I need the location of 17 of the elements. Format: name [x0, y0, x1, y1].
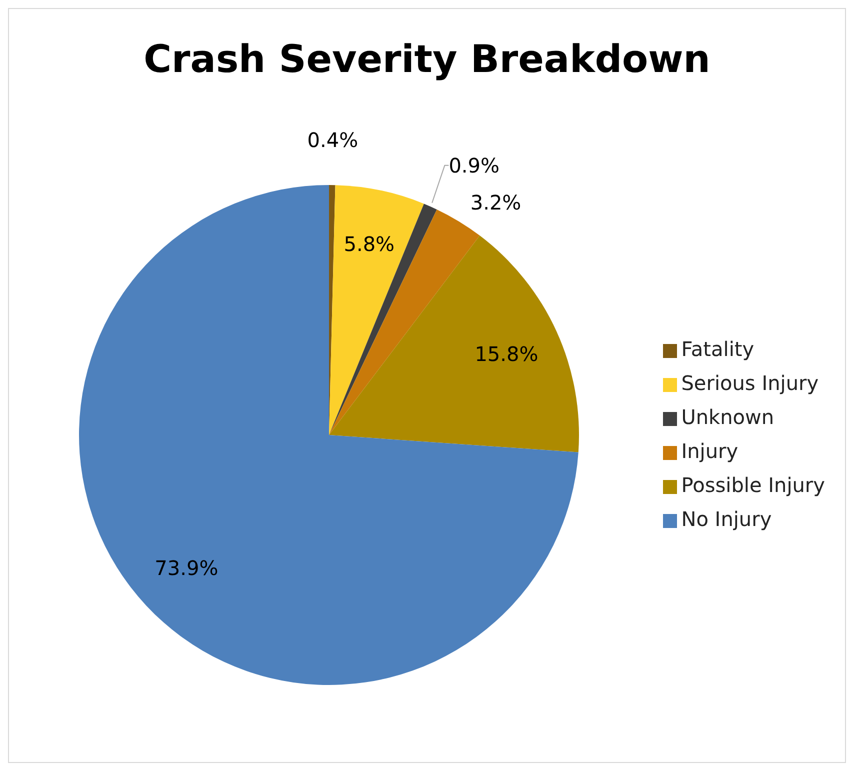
data-label: 15.8% — [474, 342, 538, 366]
data-label: 73.9% — [154, 556, 218, 580]
legend-label: Serious Injury — [681, 371, 819, 395]
data-label: 0.4% — [307, 128, 358, 152]
legend-label: Unknown — [681, 405, 774, 429]
pie-slice — [329, 185, 424, 435]
data-label: 5.8% — [344, 232, 395, 256]
pie-slice — [329, 236, 579, 452]
data-label: 3.2% — [470, 190, 522, 215]
pie-slice — [79, 185, 578, 685]
data-label: 0.9% — [448, 153, 500, 178]
chart-title: Crash Severity Breakdown — [142, 36, 712, 83]
legend-label: Fatality — [681, 337, 754, 361]
legend-label: Injury — [681, 439, 738, 463]
legend-label: No Injury — [681, 507, 772, 531]
legend-label: Possible Injury — [681, 473, 825, 497]
pie-slice — [329, 204, 437, 435]
